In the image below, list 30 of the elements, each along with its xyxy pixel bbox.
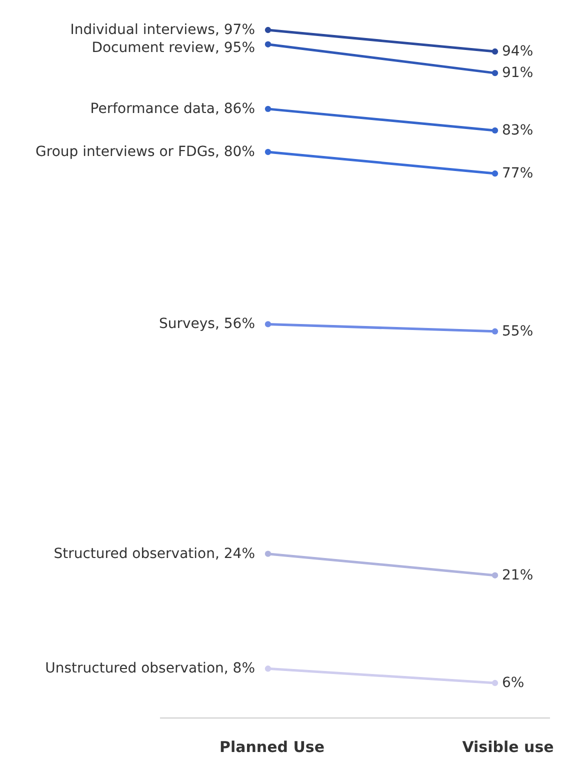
data-label: 21%	[502, 567, 534, 584]
point	[492, 680, 498, 686]
point	[264, 666, 272, 672]
data-label: 94%	[502, 44, 534, 60]
data-label: Surveys, 56%	[158, 316, 255, 332]
data-label: Group interviews or FDGs, 80%	[36, 144, 255, 160]
data-label: Performance data, 86%	[90, 100, 255, 117]
point	[492, 70, 498, 76]
point	[492, 127, 498, 134]
point	[264, 106, 272, 112]
point	[492, 170, 498, 177]
data-label: 77%	[502, 166, 534, 182]
point	[264, 148, 272, 156]
data-label: 83%	[502, 122, 534, 138]
data-label: Unstructured observation, 8%	[45, 660, 255, 677]
point	[264, 26, 272, 34]
point	[264, 41, 272, 48]
point	[492, 48, 498, 55]
point	[264, 550, 272, 557]
x-tick-label: Visible use	[462, 738, 554, 756]
point	[492, 328, 498, 334]
data-label: Individual interviews, 97%	[70, 22, 255, 38]
data-label: 91%	[502, 65, 534, 82]
point	[492, 572, 498, 578]
point	[264, 321, 272, 328]
data-label: 6%	[502, 675, 524, 691]
data-label: Document review, 95%	[92, 40, 255, 56]
data-label: Structured observation, 24%	[54, 546, 255, 562]
x-tick-label: Planned Use	[219, 738, 325, 756]
data-label: 55%	[502, 323, 534, 340]
